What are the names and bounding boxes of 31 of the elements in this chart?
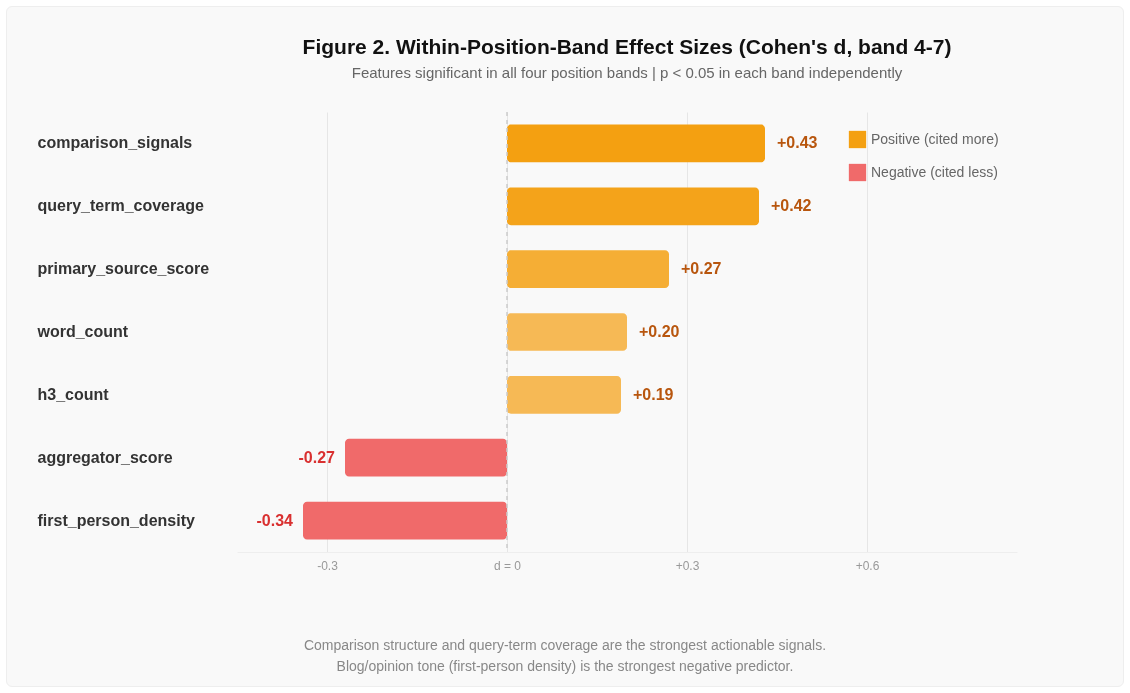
data-label: +0.20: [639, 323, 680, 340]
x-tick-label: d = 0: [493, 558, 522, 573]
y-tick-label: comparison_signals: [37, 134, 193, 152]
legend-label: Negative (cited less): [871, 163, 998, 180]
data-label: +0.19: [633, 385, 674, 403]
y-tick-label: primary_source_score: [37, 260, 210, 278]
bar: [507, 376, 621, 414]
data-label: -0.27: [298, 448, 336, 466]
x-tick-label: +0.6: [855, 558, 880, 573]
text: Comparison structure and query-term coverage are the strongest actionable signals.: [302, 636, 828, 655]
bar: [507, 250, 669, 288]
legend-label: Positive (cited more): [871, 130, 999, 147]
y-tick-label: query_term_coverage: [37, 197, 204, 215]
chart-title: Figure 2. Within-Position-Band Effect Sizes (Cohen's d, band 4-7): [302, 35, 952, 59]
chart-subtitle: Features significant in all four position bands | p < 0.05 in each band independently: [351, 64, 903, 82]
y-tick-label: word_count: [36, 323, 129, 340]
bar: [507, 313, 627, 351]
bar: [507, 124, 765, 163]
data-label: -0.34: [256, 511, 294, 529]
text: Blog/opinion tone (first-person density) is the strongest negative predictor.: [335, 657, 795, 676]
data-label: +0.42: [771, 197, 812, 215]
y-tick-label: h3_count: [37, 385, 110, 403]
y-tick-label: first_person_density: [37, 511, 195, 529]
bar: [507, 187, 759, 226]
data-label: +0.43: [777, 134, 818, 152]
bar: [345, 438, 507, 477]
bar: [303, 501, 507, 540]
x-tick-label: +0.3: [675, 558, 700, 573]
y-tick-label: aggregator_score: [37, 448, 173, 466]
data-label: +0.27: [681, 260, 722, 278]
x-tick-label: -0.3: [317, 558, 339, 573]
